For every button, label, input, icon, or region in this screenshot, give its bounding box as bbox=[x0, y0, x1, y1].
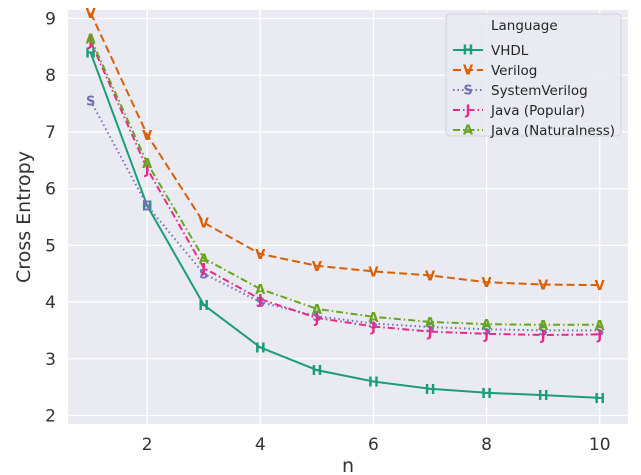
data-point: A bbox=[425, 316, 435, 331]
series-line bbox=[89, 40, 600, 336]
legend-label: Java (Naturalness) bbox=[490, 123, 615, 139]
data-point: J bbox=[596, 328, 602, 343]
data-point: S bbox=[143, 200, 152, 215]
y-tick-label: 4 bbox=[45, 293, 56, 313]
series-line bbox=[89, 12, 600, 287]
legend-box bbox=[445, 13, 622, 137]
x-tick-label: 6 bbox=[368, 435, 379, 455]
y-tick-label: 9 bbox=[45, 10, 56, 30]
data-point: V bbox=[312, 260, 322, 275]
data-point: H bbox=[368, 375, 379, 390]
legend-label: VHDL bbox=[491, 43, 529, 59]
data-point: J bbox=[427, 326, 433, 341]
y-tick-label: 3 bbox=[45, 350, 56, 370]
data-point: J bbox=[200, 262, 206, 277]
data-point: H bbox=[142, 200, 153, 215]
series-vhdl: H H H H H H H H H H bbox=[85, 47, 605, 407]
data-point: S bbox=[199, 268, 208, 283]
data-point: S bbox=[595, 324, 604, 339]
data-point: J bbox=[370, 320, 376, 335]
data-point: V bbox=[199, 217, 209, 232]
data-point: A bbox=[538, 319, 548, 334]
data-point: H bbox=[594, 392, 605, 407]
data-point: J bbox=[144, 163, 150, 178]
legend-marker: J bbox=[465, 104, 471, 119]
y-tick-label: 6 bbox=[45, 180, 56, 200]
data-point: V bbox=[368, 265, 378, 280]
legend-title: Language bbox=[491, 18, 558, 34]
data-point: V bbox=[86, 7, 96, 22]
legend-marker: S bbox=[463, 84, 472, 99]
x-axis-title: n bbox=[342, 455, 354, 475]
data-point: V bbox=[255, 248, 265, 263]
data-point: H bbox=[538, 389, 549, 404]
series-java-naturalness: A A A A A A A A A A bbox=[86, 32, 605, 333]
data-point: V bbox=[482, 276, 492, 291]
legend: Language H VHDL V Verilog S SystemVerilog J Jav… bbox=[445, 13, 622, 139]
data-point: A bbox=[199, 252, 209, 267]
legend-marker: V bbox=[463, 64, 473, 79]
data-point: A bbox=[312, 303, 322, 318]
data-point: V bbox=[425, 269, 435, 284]
y-tick-label: 2 bbox=[45, 406, 56, 426]
data-point: H bbox=[311, 364, 322, 379]
y-tick-label: 8 bbox=[45, 66, 56, 86]
y-tick-label: 5 bbox=[45, 236, 56, 256]
data-point: S bbox=[86, 95, 95, 110]
legend-marker: H bbox=[463, 44, 474, 59]
series-java-popular: J J J J J J J J J J bbox=[87, 35, 602, 344]
data-point: V bbox=[538, 278, 548, 293]
data-point: S bbox=[425, 321, 434, 336]
data-point: H bbox=[198, 299, 209, 314]
series-line bbox=[89, 100, 600, 332]
data-point: A bbox=[595, 319, 605, 334]
data-point: H bbox=[481, 387, 492, 402]
data-point: H bbox=[85, 47, 96, 62]
data-point: V bbox=[595, 279, 605, 294]
data-point: A bbox=[482, 318, 492, 333]
x-tick-label: 4 bbox=[255, 435, 266, 455]
data-point: J bbox=[540, 329, 546, 344]
data-point: H bbox=[255, 341, 266, 356]
data-point: J bbox=[87, 35, 93, 50]
data-point: A bbox=[368, 311, 378, 326]
tick-labels: 2 4 6 8 10 2 3 4 5 6 7 8 9 bbox=[45, 10, 610, 455]
data-point: S bbox=[256, 296, 265, 311]
x-tick-label: 10 bbox=[589, 435, 611, 455]
data-point: S bbox=[482, 323, 491, 338]
legend-label: Java (Popular) bbox=[490, 103, 585, 119]
x-tick-label: 2 bbox=[142, 435, 153, 455]
data-point: S bbox=[369, 318, 378, 333]
data-point: J bbox=[483, 328, 489, 343]
data-point: H bbox=[425, 383, 436, 398]
data-point: S bbox=[538, 324, 547, 339]
data-point: V bbox=[142, 129, 152, 144]
x-tick-label: 8 bbox=[481, 435, 492, 455]
legend-label: Verilog bbox=[491, 63, 537, 79]
data-point: J bbox=[257, 293, 263, 308]
data-point: A bbox=[255, 283, 265, 298]
data-point: J bbox=[313, 312, 319, 327]
series-line bbox=[89, 37, 600, 326]
legend-label: SystemVerilog bbox=[491, 83, 588, 99]
data-point: A bbox=[86, 32, 96, 47]
y-tick-label: 7 bbox=[45, 123, 56, 143]
legend-marker: A bbox=[463, 124, 473, 139]
y-axis-title: Cross Entropy bbox=[13, 151, 35, 283]
series-verilog: V V V V V V V V V V bbox=[86, 7, 605, 294]
series-line bbox=[89, 52, 600, 399]
data-point: A bbox=[142, 157, 152, 172]
